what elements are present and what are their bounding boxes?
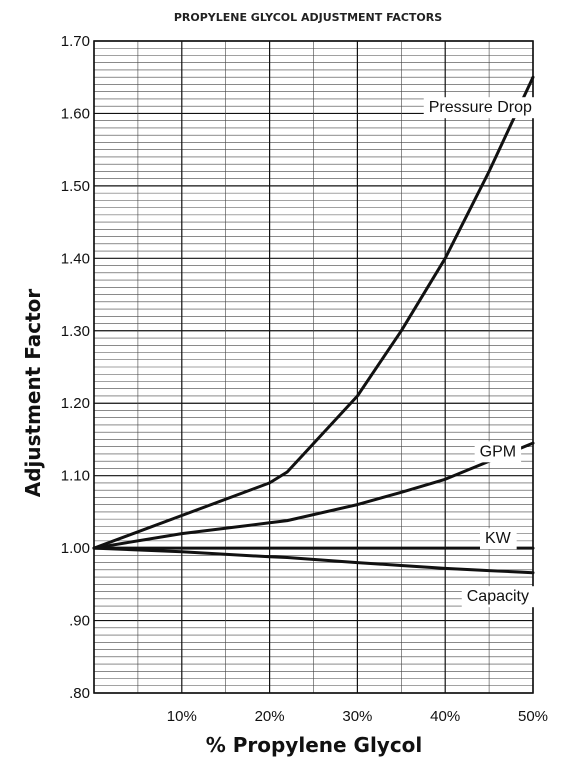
y-tick-label: 1.20 xyxy=(61,395,90,412)
x-tick-label: 40% xyxy=(430,708,460,725)
x-tick-label: 30% xyxy=(342,708,372,725)
y-axis-label: Adjustment Factor xyxy=(21,289,45,498)
y-tick-label: 1.50 xyxy=(61,178,90,195)
y-tick-label: 1.10 xyxy=(61,468,90,485)
y-tick-label: .90 xyxy=(69,613,90,630)
y-tick-label: .80 xyxy=(69,685,90,702)
series-line-capacity xyxy=(92,546,535,575)
series-line-gpm xyxy=(92,441,535,550)
series-label-background xyxy=(474,441,522,463)
x-axis-label: % Propylene Glycol xyxy=(206,733,423,757)
x-tick-label: 20% xyxy=(255,708,285,725)
y-tick-label: 1.40 xyxy=(61,250,90,267)
series-label-gpm: GPM xyxy=(480,443,516,460)
y-tick-label: 1.60 xyxy=(61,105,90,122)
series-label-background xyxy=(479,528,517,550)
x-tick-label: 50% xyxy=(518,708,548,725)
series-labels: Pressure Drop GPM KW Capacity xyxy=(423,97,537,608)
series-label-background xyxy=(423,97,537,119)
y-tick-label: 1.30 xyxy=(61,323,90,340)
grid xyxy=(93,40,534,694)
series-label-kw: KW xyxy=(485,530,512,547)
series-line-pressure-drop xyxy=(92,75,535,550)
series-label-pressure-drop: Pressure Drop xyxy=(429,99,532,116)
y-tick-label: 1.00 xyxy=(61,540,90,557)
x-tick-label: 10% xyxy=(167,708,197,725)
series-label-capacity: Capacity xyxy=(467,588,529,605)
series-label-background xyxy=(461,586,535,608)
y-tick-label: 1.70 xyxy=(61,33,90,50)
tick-labels: .80 .90 1.00 1.10 1.20 1.30 1.40 1.50 1.60 1.70 10… xyxy=(61,33,548,725)
plot-frame xyxy=(93,40,534,694)
chart-title: PROPYLENE GLYCOL ADJUSTMENT FACTORS xyxy=(174,11,442,24)
series-lines xyxy=(92,75,535,575)
